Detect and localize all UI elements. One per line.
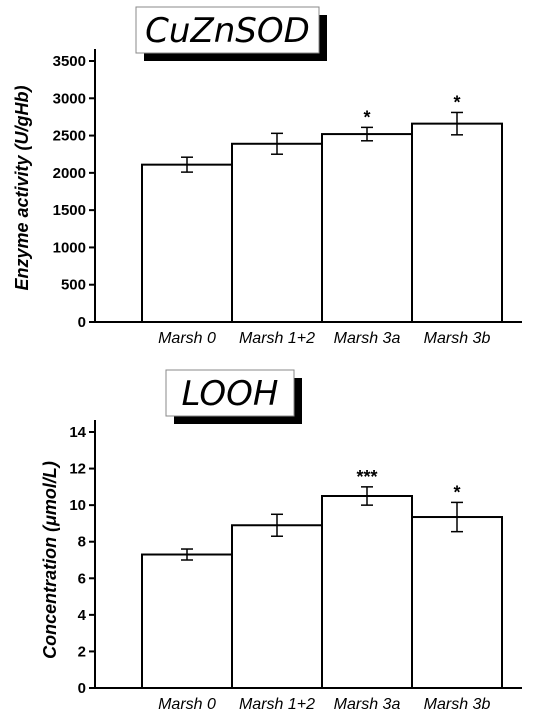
bar <box>321 495 413 689</box>
chart-0: CuZnSOD 0 500 1000 1500 2000 2500 3000 3500 Enzym… <box>12 6 522 347</box>
significance-marker: *** <box>356 467 377 487</box>
bar <box>411 516 503 689</box>
y-tick-label: 0 <box>78 680 86 697</box>
significance-marker: * <box>453 482 460 502</box>
bar <box>411 122 503 323</box>
title-box <box>135 6 320 54</box>
y-tick-label: 4 <box>78 607 87 624</box>
y-axis-label: Concentration (μmol/L) <box>40 461 60 659</box>
bar <box>141 553 233 689</box>
significance-marker: * <box>453 92 460 112</box>
bar <box>231 142 323 323</box>
y-tick-label: 1000 <box>53 239 86 256</box>
category-label: Marsh 3b <box>424 696 491 713</box>
category-label: Marsh 3a <box>334 330 401 347</box>
category-label: Marsh 1+2 <box>239 330 315 347</box>
chart-1: LOOH 0 2 4 6 8 10 12 14 Concentration (μmol/L) Mar… <box>40 369 522 713</box>
category-label: Marsh 0 <box>158 696 216 713</box>
y-tick-label: 2500 <box>53 128 86 145</box>
category-label: Marsh 3b <box>424 330 491 347</box>
y-tick-label: 14 <box>69 424 86 441</box>
y-tick-label: 6 <box>78 570 86 587</box>
y-axis-label: Enzyme activity (U/gHb) <box>12 85 32 290</box>
category-label: Marsh 1+2 <box>239 696 315 713</box>
chart-title: CuZnSOD <box>145 11 310 51</box>
significance-marker: * <box>363 107 370 127</box>
bar <box>231 524 323 689</box>
y-tick-label: 12 <box>69 461 86 478</box>
y-tick-label: 2 <box>78 643 86 660</box>
y-tick-label: 10 <box>69 497 86 514</box>
y-tick-label: 8 <box>78 534 86 551</box>
title-box <box>165 369 295 417</box>
category-label: Marsh 0 <box>158 330 216 347</box>
y-tick-label: 0 <box>78 314 86 331</box>
y-tick-label: 500 <box>61 277 86 294</box>
y-tick-label: 3000 <box>53 90 86 107</box>
y-tick-label: 1500 <box>53 202 86 219</box>
y-tick-label: 3500 <box>53 53 86 70</box>
bar <box>141 163 233 323</box>
category-label: Marsh 3a <box>334 696 401 713</box>
y-tick-label: 2000 <box>53 165 86 182</box>
chart-title: LOOH <box>182 374 279 414</box>
bar <box>321 133 413 323</box>
